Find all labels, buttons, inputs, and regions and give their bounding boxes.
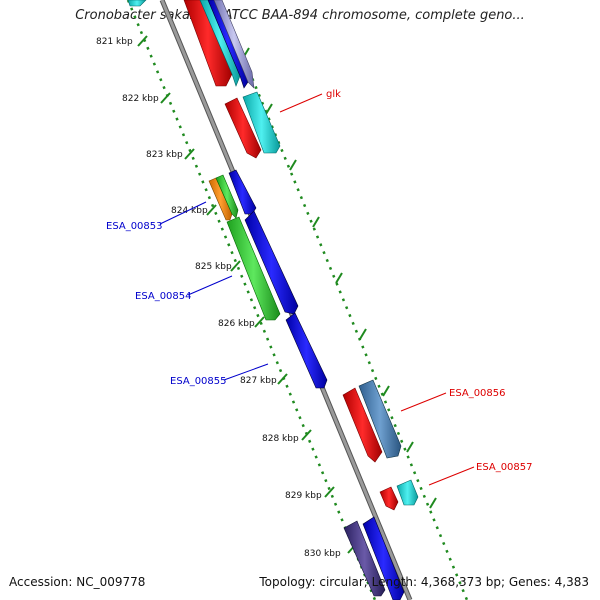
topology-summary: Topology: circular; Length: 4,368,373 bp… (259, 575, 589, 589)
tick-label-824: 824 kbp (171, 206, 208, 216)
map-title: Cronobacter sakazakii ATCC BAA-894 chrom… (75, 8, 525, 23)
feature-top-cyan[interactable] (127, 0, 147, 7)
label-glk[interactable]: glk (326, 89, 341, 100)
tick-label-828: 828 kbp (262, 434, 299, 444)
feature-glk[interactable] (242, 91, 281, 154)
tick-label-821: 821 kbp (96, 37, 133, 47)
ruler-tick-labels: 821 kbp 822 kbp 823 kbp 824 kbp 825 kbp … (96, 37, 341, 559)
feature-navy-bottom[interactable] (343, 520, 386, 597)
label-ESA_00854[interactable]: ESA_00854 (135, 291, 192, 302)
feature-blue-bottom[interactable] (362, 516, 405, 600)
feature-green-small[interactable] (215, 174, 239, 219)
tick-label-823: 823 kbp (146, 150, 183, 160)
feature-red-856[interactable] (342, 387, 383, 463)
label-ESA_00856[interactable]: ESA_00856 (449, 388, 506, 399)
feature-blue-long[interactable] (244, 210, 299, 315)
feature-red-near-glk[interactable] (224, 97, 262, 159)
feature-ESA_00857[interactable] (396, 479, 419, 506)
feature-top-cyan-2[interactable] (199, 0, 241, 87)
callout-line-glk (279, 93, 323, 113)
accession-text: Accession: NC_009778 (9, 575, 146, 589)
label-ESA_00857[interactable]: ESA_00857 (476, 462, 533, 473)
tick-label-829: 829 kbp (285, 491, 322, 501)
feature-top-lavender[interactable] (213, 0, 255, 89)
tick-label-830: 830 kbp (304, 549, 341, 559)
feature-ESA_00855[interactable] (285, 312, 328, 389)
feature-ESA_00856[interactable] (358, 379, 402, 459)
tick-label-822: 822 kbp (122, 94, 159, 104)
label-ESA_00855[interactable]: ESA_00855 (170, 376, 227, 387)
ruler-line-right (218, 0, 469, 600)
callout-line-ESA_00855 (223, 363, 269, 381)
label-ESA_00853[interactable]: ESA_00853 (106, 221, 163, 232)
ruler-line-left (126, 0, 377, 600)
feature-red-857[interactable] (379, 486, 399, 511)
callout-line-ESA_00853 (159, 201, 207, 225)
callout-line-ESA_00854 (187, 275, 233, 296)
tick-label-827: 827 kbp (240, 376, 277, 386)
feature-top-red[interactable] (183, 0, 233, 87)
feature-top-blue[interactable] (207, 0, 249, 89)
tick-label-826: 826 kbp (218, 319, 255, 329)
feature-ESA_00854[interactable] (226, 216, 281, 321)
callout-line-ESA_00856 (400, 392, 447, 412)
tick-label-825: 825 kbp (195, 262, 232, 272)
callout-line-ESA_00857 (428, 466, 475, 486)
feature-ESA_00853[interactable] (208, 177, 233, 221)
